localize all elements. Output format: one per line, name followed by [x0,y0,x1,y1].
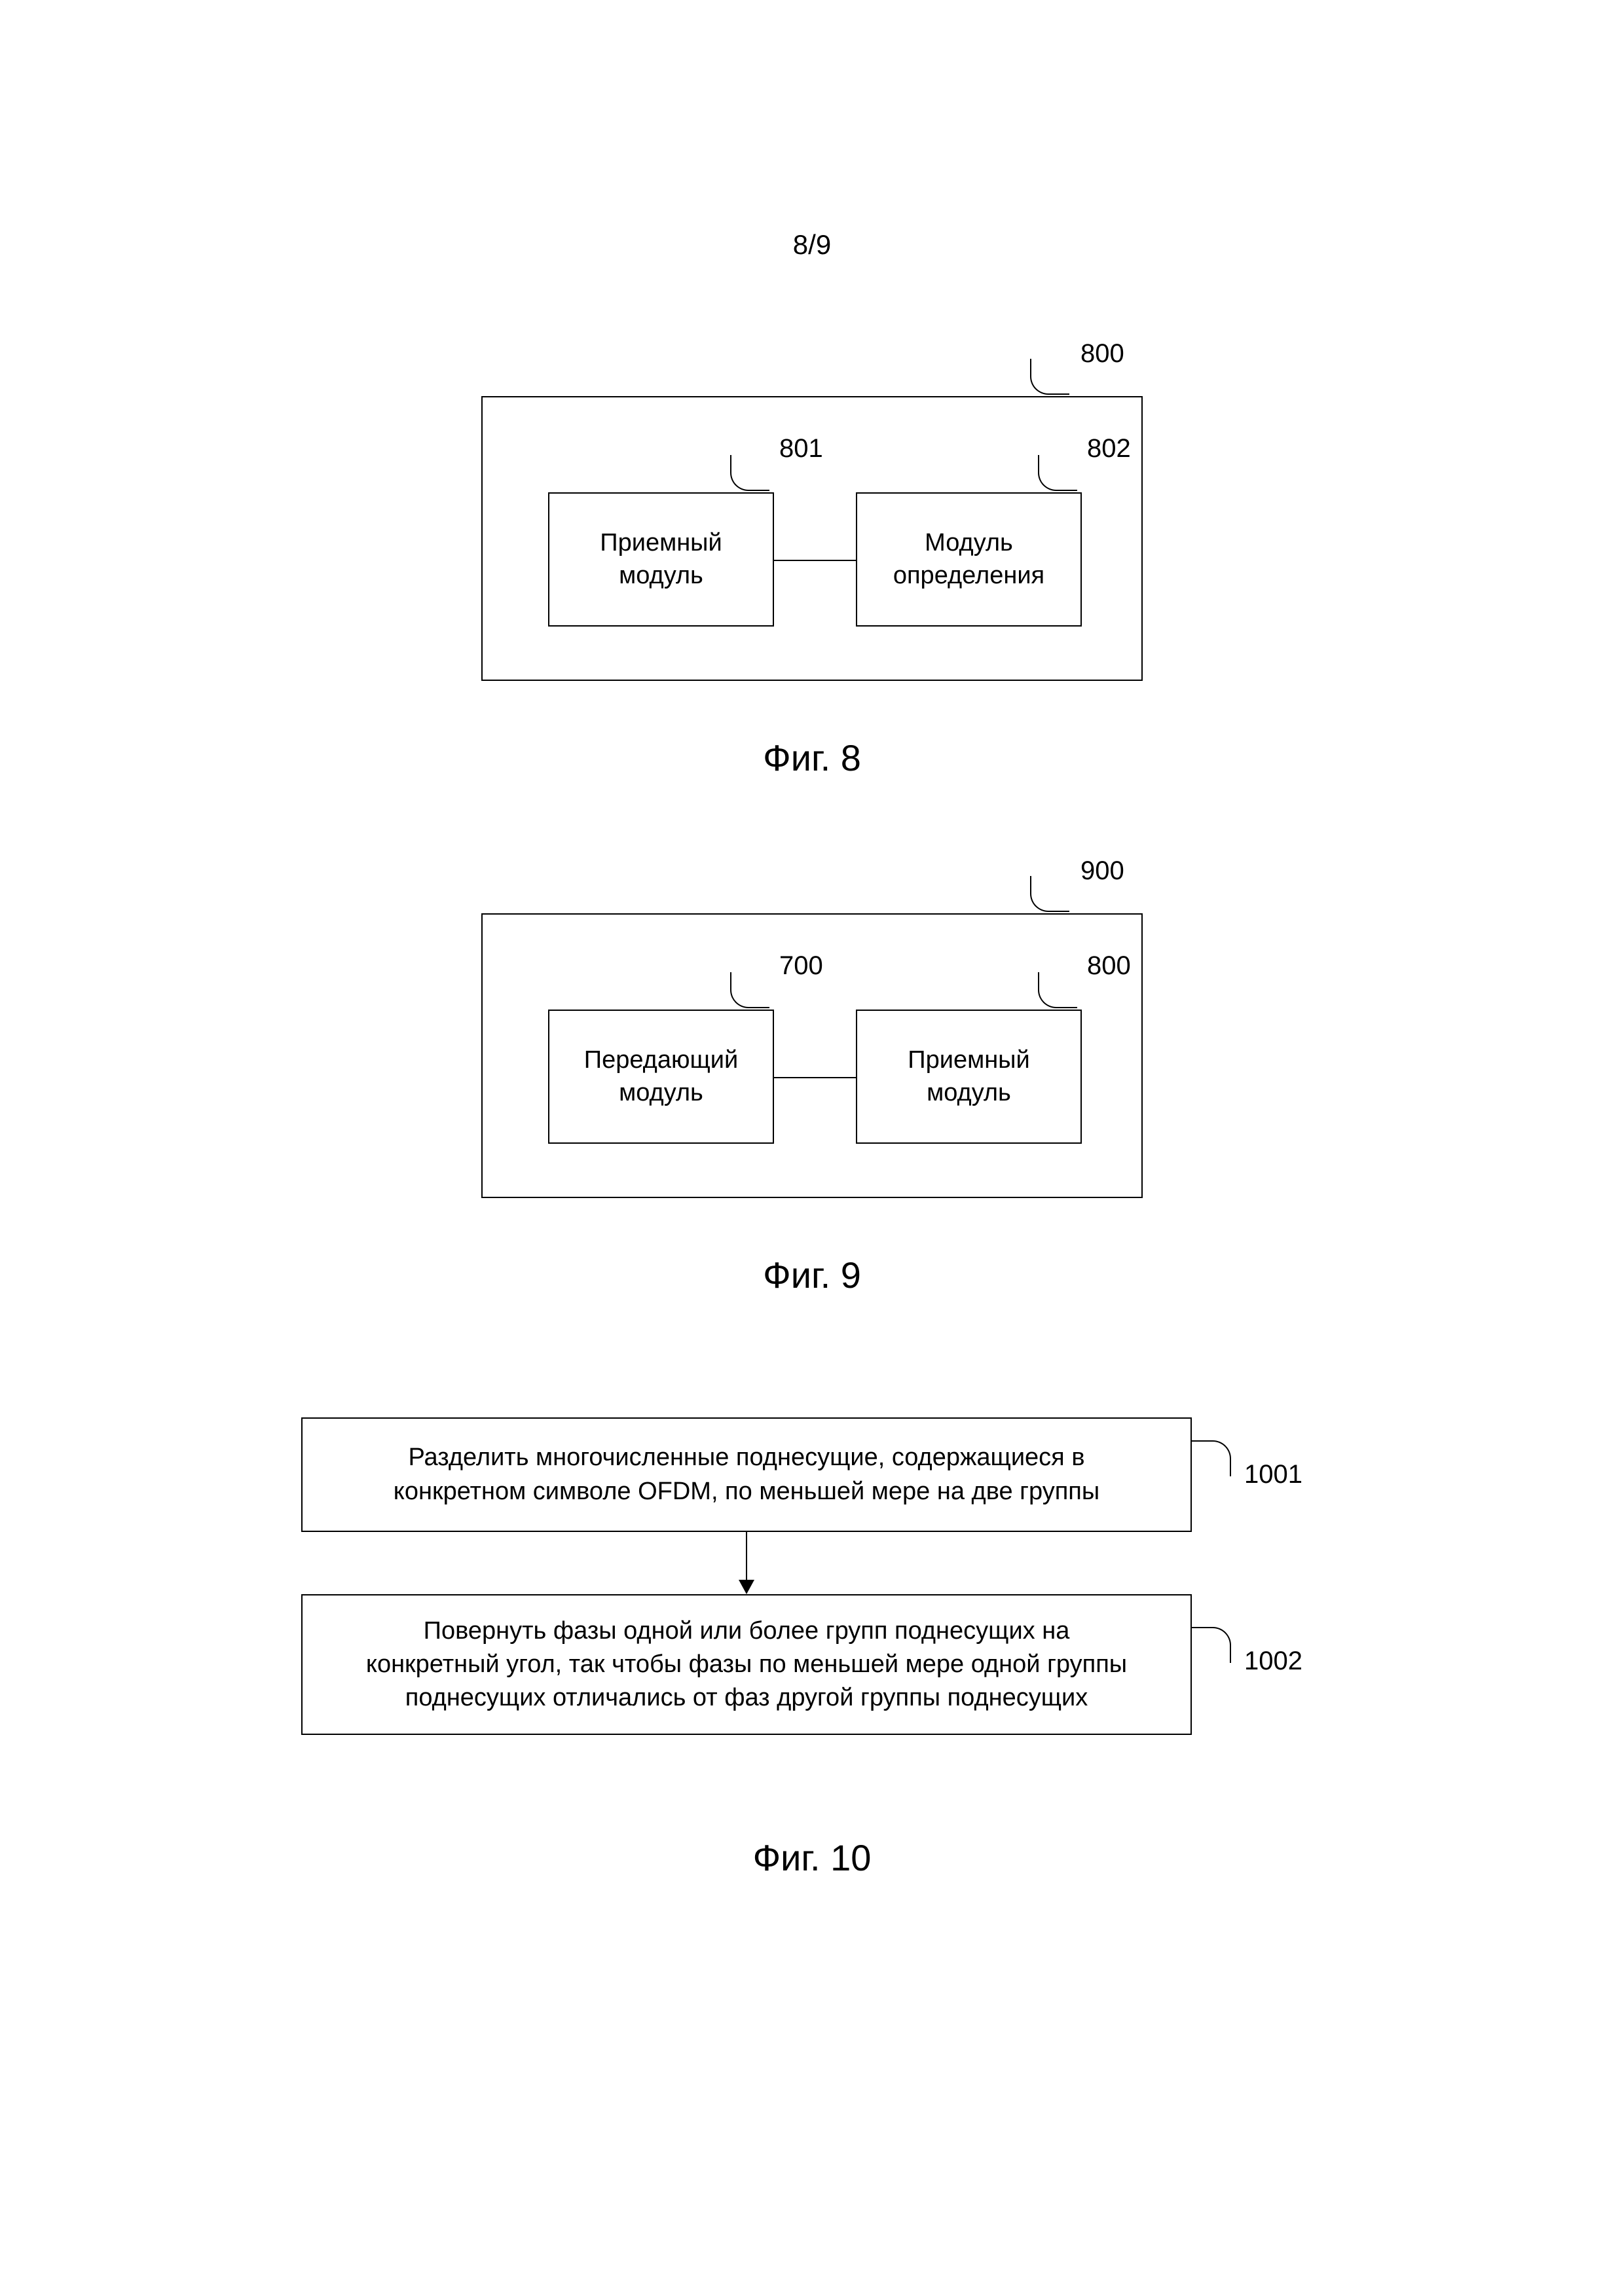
fig9-800-ref: 800 [1087,951,1131,981]
fig10-step2-text: Повернуть фазы одной или более групп под… [366,1614,1127,1715]
fig9-left-label: Передающий модуль [584,1044,738,1109]
fig9-900-ref: 900 [1080,856,1124,886]
fig8-802-ref: 802 [1087,434,1131,464]
fig8-left-box: Приемный модуль [548,492,774,627]
fig9-caption: Фиг. 9 [0,1254,1624,1296]
page-number: 8/9 [0,229,1624,261]
fig10-1002-leader [1192,1627,1231,1663]
fig9-right-label: Приемный модуль [908,1044,1029,1109]
fig8-802-leader [1038,455,1077,491]
fig9-700-ref: 700 [779,951,823,981]
fig8-container: Приемный модуль Модуль определения 801 8… [481,396,1143,681]
fig9-right-box: Приемный модуль [856,1010,1082,1144]
fig10-step2-box: Повернуть фазы одной или более групп под… [301,1594,1192,1735]
fig9-container: Передающий модуль Приемный модуль 700 80… [481,913,1143,1198]
fig8-right-box: Модуль определения [856,492,1082,627]
fig10-1002-ref: 1002 [1244,1647,1302,1676]
fig10-caption: Фиг. 10 [0,1836,1624,1879]
fig8-801-ref: 801 [779,434,823,464]
fig10-step1-box: Разделить многочисленные поднесущие, сод… [301,1417,1192,1532]
fig10-1001-leader [1192,1440,1231,1476]
fig8-connector [774,560,856,561]
fig9-800-leader [1038,972,1077,1008]
fig9-900-leader [1030,876,1069,912]
fig9-left-box: Передающий модуль [548,1010,774,1144]
fig10-arrow-line [746,1532,747,1580]
fig8-800-ref: 800 [1080,339,1124,369]
fig8-800-leader [1030,359,1069,395]
fig8-left-label: Приемный модуль [600,527,722,592]
fig8-right-label: Модуль определения [893,527,1044,592]
fig8-caption: Фиг. 8 [0,737,1624,779]
fig10-1001-ref: 1001 [1244,1460,1302,1489]
fig10-step1-text: Разделить многочисленные поднесущие, сод… [394,1441,1099,1508]
fig8-801-leader [730,455,769,491]
fig9-connector [774,1077,856,1078]
fig10-arrow-head [739,1580,754,1594]
fig9-700-leader [730,972,769,1008]
